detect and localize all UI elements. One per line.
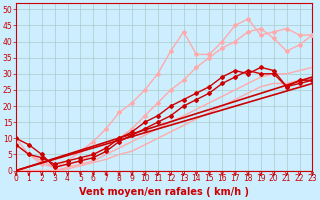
- X-axis label: Vent moyen/en rafales ( km/h ): Vent moyen/en rafales ( km/h ): [79, 187, 249, 197]
